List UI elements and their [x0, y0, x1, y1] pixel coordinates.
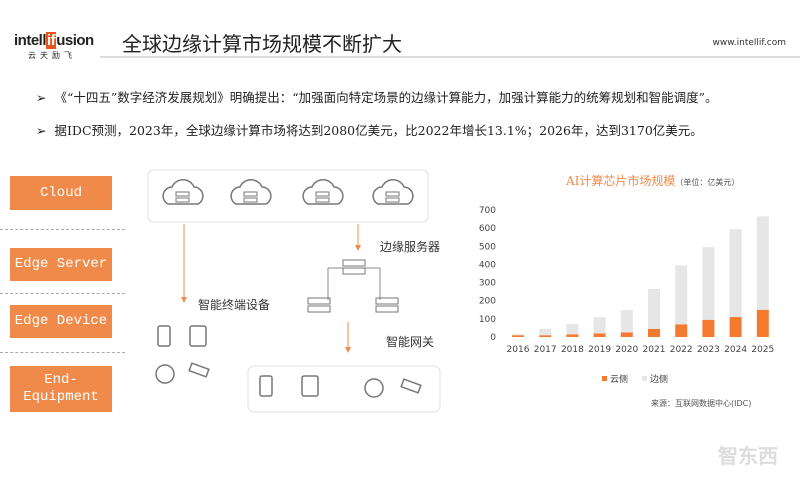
- layer-label-edge-device: Edge Device: [10, 305, 112, 338]
- bar-edge: [702, 247, 715, 320]
- bullet-item: ➢ 据IDC预测，2023年，全球边缘计算市场将达到2080亿美元，比2022年增…: [36, 120, 703, 139]
- server-icon: [307, 297, 331, 313]
- cloud-icon: [302, 179, 344, 205]
- gateway-label: 智能网关: [386, 335, 435, 349]
- bar-edge: [675, 265, 688, 325]
- bar-chart: 0 100 200 300 400 500 600 700 2016 2017 2018 2019 20…: [479, 206, 774, 385]
- divider: [0, 229, 125, 230]
- x-tick-label: 2024: [724, 345, 747, 355]
- bar-edge: [729, 229, 742, 318]
- y-tick-label: 400: [479, 260, 496, 270]
- x-tick-label: 2022: [670, 345, 693, 355]
- y-tick-label: 600: [479, 224, 496, 234]
- watermark: 智东西: [718, 444, 778, 468]
- bar-cloud: [539, 335, 552, 337]
- layer-label-cloud: Cloud: [10, 176, 112, 210]
- y-tick-label: 200: [479, 297, 496, 307]
- chart-subtitle: （单位：亿美元）: [675, 178, 740, 187]
- y-tick-label: 0: [490, 333, 496, 343]
- bar-edge: [512, 334, 524, 336]
- bar-cloud: [566, 334, 579, 337]
- x-tick-label: 2019: [588, 345, 611, 355]
- bar-cloud: [675, 324, 688, 337]
- divider: [100, 56, 800, 58]
- server-icon: [375, 297, 399, 313]
- bar-edge: [539, 328, 552, 336]
- x-tick-label: 2025: [751, 345, 774, 355]
- y-tick-label: 700: [479, 206, 496, 216]
- logo: intellifusion: [14, 32, 94, 49]
- architecture-diagram: [147, 169, 441, 413]
- legend-label: 云侧: [610, 373, 628, 385]
- x-tick-label: 2016: [507, 345, 530, 355]
- y-tick-label: 100: [479, 315, 496, 325]
- cloud-group: [147, 169, 429, 223]
- security-camera-icon: [400, 378, 422, 394]
- page-title: 全球边缘计算市场规模不断扩大: [122, 32, 402, 56]
- layer-label-edge-server: Edge Server: [10, 248, 112, 281]
- bar-cloud: [648, 328, 660, 337]
- website: www.intellif.com: [712, 38, 787, 48]
- divider: [0, 352, 125, 353]
- end-devices: [155, 325, 422, 398]
- logo-subtitle: 云天励飞: [28, 51, 76, 60]
- bar-edge: [620, 310, 633, 333]
- bar-cloud: [729, 317, 742, 337]
- bullet-text: 《“十四五”数字经济发展规划》明确提出：“加强面向特定场景的边缘计算能力，加强计…: [54, 90, 718, 105]
- legend-swatch: [602, 376, 607, 381]
- divider: [0, 293, 125, 294]
- logo-text: usion: [56, 32, 94, 49]
- edge-server-label: 边缘服务器: [380, 240, 441, 254]
- phone-icon: [157, 325, 171, 347]
- bar-edge: [648, 288, 660, 329]
- bar-cloud: [702, 319, 715, 337]
- cloud-icon: [230, 179, 272, 205]
- x-tick-label: 2020: [615, 345, 638, 355]
- tablet-icon: [189, 325, 207, 347]
- logo-text: if: [46, 32, 57, 49]
- y-tick-label: 300: [479, 279, 496, 289]
- legend-label: 边侧: [650, 373, 668, 385]
- bullet-text: 据IDC预测，2023年，全球边缘计算市场将达到2080亿美元，比2022年增长…: [54, 123, 703, 138]
- x-tick-label: 2021: [643, 345, 666, 355]
- dome-camera-icon: [364, 378, 384, 398]
- x-tick-label: 2023: [697, 345, 720, 355]
- layer-label-end-equipment: End- Equipment: [10, 366, 112, 412]
- bar-cloud: [620, 332, 633, 337]
- bar-cloud: [593, 333, 606, 337]
- x-tick-label: 2017: [534, 345, 557, 355]
- arrow-icon: ➢: [36, 90, 47, 105]
- legend-swatch: [642, 376, 647, 381]
- y-tick-label: 500: [479, 242, 496, 252]
- server-icon: [342, 259, 366, 275]
- bar-cloud: [756, 309, 769, 337]
- phone-icon: [259, 375, 273, 397]
- dome-camera-icon: [155, 364, 175, 384]
- arrow-icon: ➢: [36, 123, 47, 138]
- chart-title: AI计算芯片市场规模（单位：亿美元）: [566, 172, 739, 189]
- bar-edge: [566, 323, 579, 335]
- edge-device-label: 智能终端设备: [198, 298, 271, 312]
- cloud-icon: [372, 179, 414, 205]
- logo-text: intell: [14, 32, 47, 49]
- bar-cloud: [512, 335, 524, 337]
- bullet-item: ➢ 《“十四五”数字经济发展规划》明确提出：“加强面向特定场景的边缘计算能力，加强…: [36, 87, 718, 106]
- chart-source: 来源：互联网数据中心(IDC): [651, 399, 752, 408]
- security-camera-icon: [188, 362, 210, 378]
- cloud-icon: [162, 179, 204, 205]
- bar-edge: [593, 317, 606, 334]
- chart-title-text: AI计算芯片市场规模: [566, 174, 676, 188]
- x-tick-label: 2018: [561, 345, 584, 355]
- bar-edge: [756, 216, 769, 310]
- tablet-icon: [301, 375, 319, 397]
